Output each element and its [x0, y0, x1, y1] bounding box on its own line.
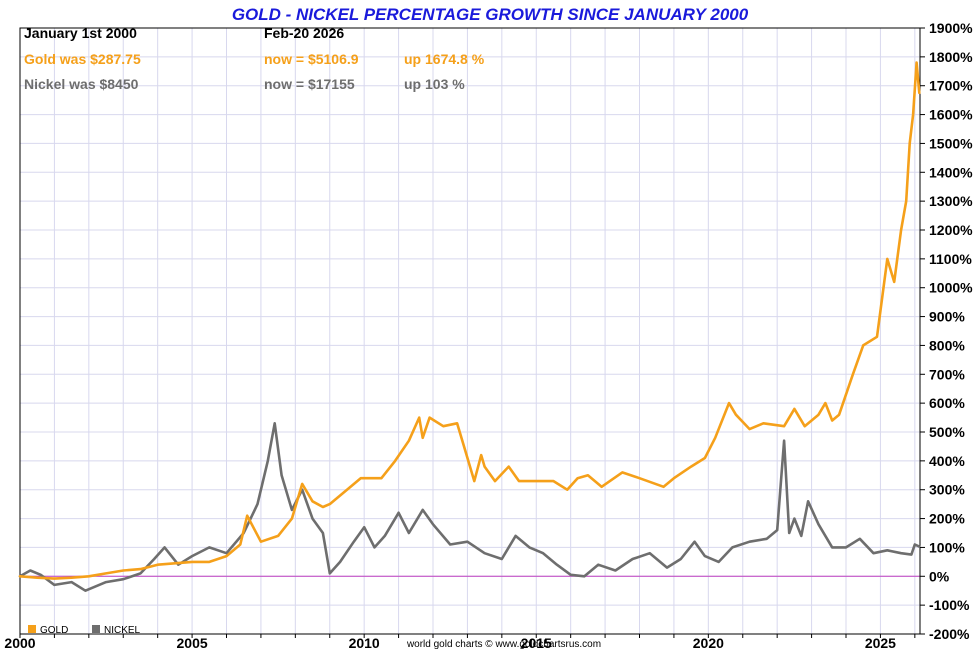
x-tick-label: 2005	[177, 635, 208, 650]
nickel-up-label: up 103 %	[404, 76, 465, 92]
y-tick-label: 100%	[929, 539, 965, 555]
end-date-label: Feb-20 2026	[264, 25, 344, 41]
x-tick-label: 2000	[4, 635, 35, 650]
y-tick-label: 0%	[929, 568, 950, 584]
x-tick-label: 2010	[349, 635, 380, 650]
y-tick-label: 800%	[929, 337, 965, 353]
series-layer	[18, 61, 921, 593]
y-tick-label: 500%	[929, 424, 965, 440]
legend-swatch-nickel	[92, 625, 100, 633]
series-line-gold	[18, 61, 921, 580]
y-tick-label: 1200%	[929, 222, 973, 238]
y-tick-label: 1500%	[929, 135, 973, 151]
y-tick-label: 300%	[929, 482, 965, 498]
y-tick-label: 1000%	[929, 280, 973, 296]
y-tick-label: -200%	[929, 626, 970, 642]
x-tick-label: 2025	[865, 635, 896, 650]
y-tick-label: 1600%	[929, 107, 973, 123]
plot-frame	[19, 27, 921, 635]
y-tick-label: 1100%	[929, 251, 972, 267]
y-tick-label: 1800%	[929, 49, 973, 65]
gold-was-label: Gold was $287.75	[24, 51, 141, 67]
y-tick-label: 700%	[929, 366, 965, 382]
x-tick-label: 2015	[521, 635, 552, 650]
nickel-was-label: Nickel was $8450	[24, 76, 139, 92]
nickel-now-label: now = $17155	[264, 76, 355, 92]
y-tick-label: 600%	[929, 395, 965, 411]
start-date-label: January 1st 2000	[24, 25, 137, 41]
credit-text: world gold charts © www.goldchartsrus.co…	[406, 639, 601, 650]
y-tick-label: -100%	[929, 597, 970, 613]
y-tick-label: 200%	[929, 511, 965, 527]
series-line-nickel	[18, 421, 921, 593]
y-tick-label: 1700%	[929, 78, 973, 94]
y-tick-label: 1900%	[929, 20, 973, 36]
y-axis-ticks: -200% -100% 0% 100% 200% 300% 400% 500% 600% 700%…	[920, 20, 973, 642]
y-tick-label: 1400%	[929, 164, 973, 180]
y-tick-label: 900%	[929, 309, 965, 325]
legend: GOLD NICKEL	[28, 625, 141, 636]
gold-now-label: now = $5106.9	[264, 51, 359, 67]
chart-title: GOLD - NICKEL PERCENTAGE GROWTH SINCE JA…	[232, 5, 749, 24]
gold-up-label: up 1674.8 %	[404, 51, 485, 67]
y-tick-label: 1300%	[929, 193, 973, 209]
x-tick-label: 2020	[693, 635, 724, 650]
y-tick-label: 400%	[929, 453, 965, 469]
legend-swatch-gold	[28, 625, 36, 633]
legend-label-gold: GOLD	[40, 625, 68, 636]
legend-label-nickel: NICKEL	[104, 625, 141, 636]
x-axis-ticks: 2000 2005 2010 2015 2020 2025	[4, 634, 916, 650]
